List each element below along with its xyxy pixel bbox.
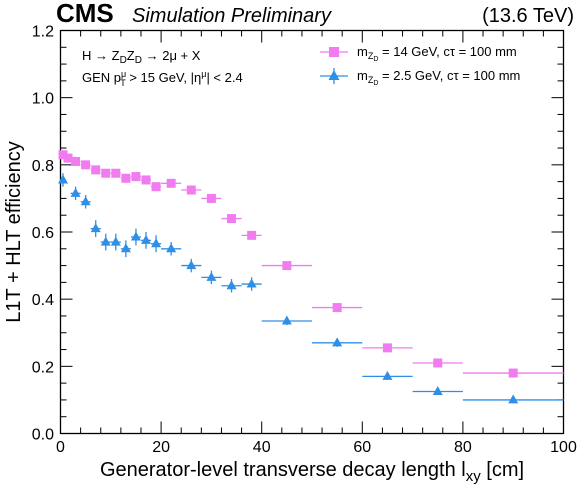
data-point — [186, 185, 196, 195]
data-point — [206, 271, 217, 281]
x-tick-label: 60 — [353, 439, 371, 456]
data-point — [58, 174, 69, 184]
data-point — [433, 358, 443, 368]
x-tick-label: 40 — [253, 439, 271, 456]
selection-annotation: GEN pμ T > 15 GeV, |ημ| < 2.4 — [82, 69, 243, 88]
legend-label-2p5gev: mZD = 2.5 GeV, cτ = 100 mm — [357, 68, 520, 87]
data-point — [63, 153, 73, 163]
data-point — [110, 236, 121, 246]
data-point — [80, 196, 91, 206]
status-label: Simulation Preliminary — [132, 5, 332, 27]
x-axis-label: Generator-level transverse decay length … — [100, 459, 524, 485]
x-tick-label: 0 — [56, 439, 65, 456]
y-axis-label: L1T + HLT efficiency — [3, 141, 25, 322]
data-point — [111, 168, 121, 178]
energy-label: (13.6 TeV) — [482, 5, 574, 27]
y-tick-label: 0.6 — [32, 225, 54, 242]
data-series — [58, 150, 564, 404]
legend: mZD = 14 GeV, cτ = 100 mm mZD = 2.5 GeV,… — [320, 44, 520, 87]
x-tick-label: 100 — [550, 439, 577, 456]
data-point — [58, 150, 68, 160]
data-point — [121, 173, 131, 183]
data-point — [227, 214, 237, 224]
data-point — [166, 178, 176, 188]
legend-entry-2p5gev: mZD = 2.5 GeV, cτ = 100 mm — [320, 68, 520, 87]
legend-square-marker — [329, 47, 339, 57]
series-2p5gev — [58, 173, 564, 404]
data-point — [432, 386, 443, 396]
data-point — [382, 370, 393, 380]
process-annotation: H → ZDZD → 2μ + X — [82, 48, 201, 66]
data-point — [141, 175, 151, 185]
data-point — [186, 260, 197, 270]
y-tick-label: 1.2 — [32, 24, 54, 41]
legend-entry-14gev: mZD = 14 GeV, cτ = 100 mm — [320, 44, 517, 63]
data-point — [70, 187, 81, 197]
x-tick-label: 80 — [454, 439, 472, 456]
data-point — [100, 236, 111, 246]
data-point — [206, 193, 216, 203]
series-14gev — [58, 150, 564, 378]
data-point — [151, 182, 161, 192]
data-point — [120, 243, 131, 253]
y-tick-label: 0.8 — [32, 158, 54, 175]
x-tick-label: 20 — [152, 439, 170, 456]
data-point — [101, 168, 111, 178]
axis-tick-labels: 0 20 40 60 80 100 0.0 0.2 0.4 0.6 0.8 1.0 1.2 — [32, 24, 577, 457]
y-tick-label: 0.0 — [32, 427, 54, 444]
data-point — [332, 337, 343, 347]
y-tick-label: 1.0 — [32, 91, 54, 108]
data-point — [247, 230, 257, 240]
data-point — [332, 303, 342, 313]
y-tick-label: 0.4 — [32, 292, 54, 309]
data-point — [90, 223, 101, 233]
data-point — [71, 156, 81, 166]
legend-triangle-marker — [328, 70, 340, 80]
data-point — [508, 368, 518, 378]
experiment-label: CMS — [56, 0, 114, 28]
data-point — [130, 231, 141, 241]
data-point — [281, 315, 292, 325]
data-point — [382, 343, 392, 353]
data-point — [141, 234, 152, 244]
data-point — [166, 243, 177, 253]
data-point — [151, 238, 162, 248]
data-point — [226, 280, 237, 290]
data-point — [246, 278, 257, 288]
data-point — [91, 165, 101, 175]
data-point — [131, 172, 141, 182]
y-tick-label: 0.2 — [32, 359, 54, 376]
data-point — [282, 261, 292, 271]
data-point — [508, 394, 519, 404]
data-point — [81, 160, 91, 170]
legend-label-14gev: mZD = 14 GeV, cτ = 100 mm — [357, 44, 517, 63]
